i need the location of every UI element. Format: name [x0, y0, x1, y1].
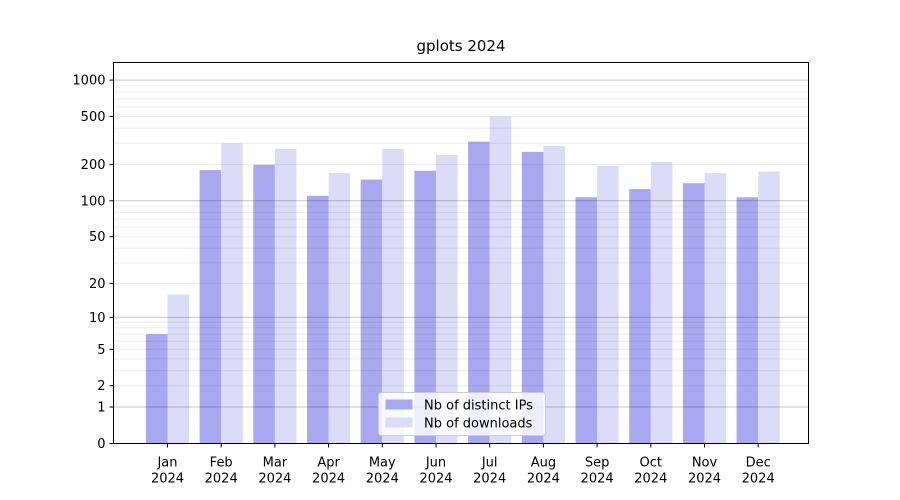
y-tick-label: 500 [81, 110, 106, 125]
x-tick-label-year: 2024 [258, 472, 291, 487]
bar-downloads-oct [650, 162, 673, 444]
bar-downloads-mar [274, 148, 297, 444]
y-axis: 0 1 2 5 10 20 50 100 200 500 1000 [72, 74, 114, 452]
bar-distinct-ips-sep [575, 197, 598, 444]
legend-box [378, 392, 546, 436]
bar-distinct-ips-jul [468, 141, 490, 444]
bar-distinct-ips-feb [199, 170, 222, 444]
x-tick-label-month: Aug [531, 456, 556, 471]
bar-downloads-may [382, 148, 404, 444]
x-tick-label-month: Jul [481, 456, 498, 471]
legend-swatch-downloads [385, 417, 413, 428]
x-tick-label-month: Apr [317, 456, 340, 471]
y-tick-label: 20 [89, 277, 106, 292]
x-tick-label-month: Jan [156, 456, 177, 471]
y-tick-label: 100 [81, 194, 106, 209]
plot-border [113, 62, 809, 444]
bar-downloads-feb [221, 143, 243, 444]
bar-distinct-ips-aug [521, 151, 544, 444]
x-tick-label-year: 2024 [581, 472, 614, 487]
x-tick-label-year: 2024 [205, 472, 238, 487]
bar-downloads-dec [758, 171, 780, 444]
bars-group [145, 116, 780, 444]
bar-downloads-jul [489, 116, 512, 444]
x-tick-label-year: 2024 [473, 472, 506, 487]
bar-downloads-sep [597, 165, 619, 444]
y-tick-label: 10 [89, 311, 106, 326]
y-tick-label: 2 [97, 379, 105, 394]
bar-downloads-aug [543, 146, 565, 444]
y-tick-label: 0 [97, 437, 105, 452]
x-tick-label-month: Oct [640, 456, 662, 471]
x-tick-label-month: Mar [263, 456, 288, 471]
x-tick-label-year: 2024 [688, 472, 721, 487]
bar-distinct-ips-oct [629, 189, 651, 444]
x-tick-label-month: Nov [692, 456, 718, 471]
bar-distinct-ips-apr [307, 195, 329, 444]
bar-distinct-ips-mar [253, 164, 275, 444]
x-tick-label-month: Feb [210, 456, 233, 471]
legend-label-distinct-ips: Nb of distinct IPs [424, 399, 533, 414]
x-tick-label-year: 2024 [366, 472, 399, 487]
x-tick-label-month: Dec [746, 456, 771, 471]
bar-distinct-ips-may [360, 179, 383, 444]
y-tick-label: 200 [81, 158, 106, 173]
x-tick-label-year: 2024 [742, 472, 775, 487]
bar-downloads-jun [436, 155, 458, 444]
bar-downloads-jan [167, 294, 190, 444]
x-tick-label-year: 2024 [312, 472, 345, 487]
chart-title: gplots 2024 [416, 37, 505, 55]
bar-downloads-nov [704, 173, 727, 444]
bar-downloads-apr [328, 173, 351, 444]
x-tick-label-year: 2024 [419, 472, 452, 487]
legend: Nb of distinct IPs Nb of downloads [378, 392, 546, 436]
legend-label-downloads: Nb of downloads [424, 417, 533, 432]
x-tick-label-year: 2024 [634, 472, 667, 487]
gridlines [113, 79, 809, 408]
bar-distinct-ips-nov [682, 183, 705, 444]
x-tick-label-month: Sep [585, 456, 610, 471]
bar-distinct-ips-jun [414, 170, 436, 444]
y-tick-label: 50 [89, 230, 106, 245]
y-tick-label: 1000 [72, 74, 105, 89]
y-tick-label: 1 [97, 401, 105, 416]
x-tick-label-month: Jun [425, 456, 446, 471]
x-tick-label-month: May [369, 456, 396, 471]
x-tick-label-year: 2024 [527, 472, 560, 487]
x-tick-label-year: 2024 [151, 472, 184, 487]
bar-distinct-ips-jan [145, 334, 168, 444]
bar-distinct-ips-dec [736, 197, 759, 444]
legend-swatch-distinct-ips [385, 399, 413, 410]
x-axis: Jan2024Feb2024Mar2024Apr2024May2024Jun20… [151, 443, 775, 487]
y-tick-label: 5 [97, 343, 105, 358]
